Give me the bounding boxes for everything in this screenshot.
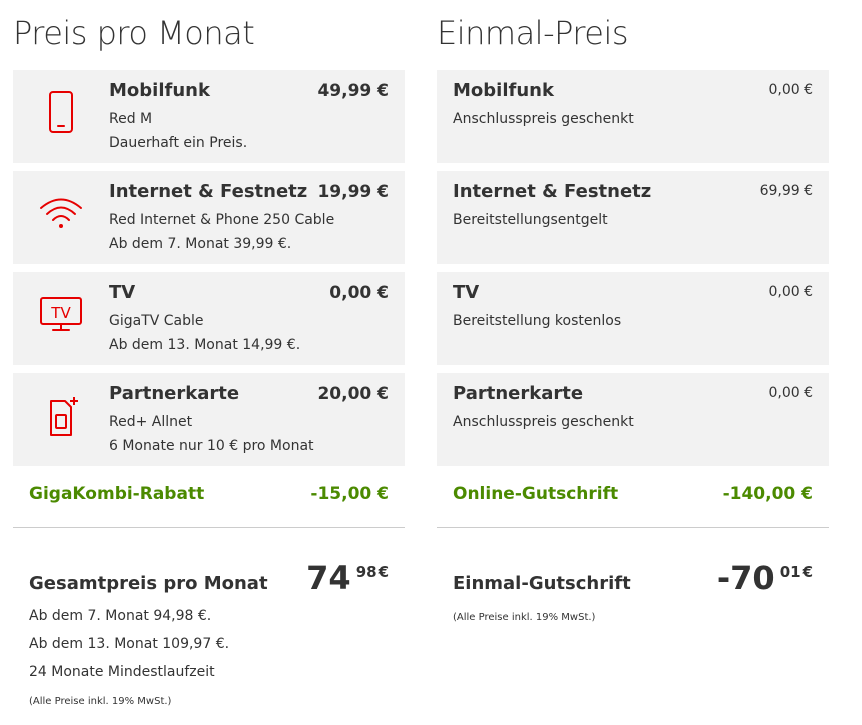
item-price: 0,00 € [768,82,813,98]
onetime-item-mobilfunk: Mobilfunk Anschlusspreis geschenkt 0,00 … [437,70,829,163]
item-note: Ab dem 7. Monat 39,99 €. [109,236,292,252]
onetime-item-tv: TV Bereitstellung kostenlos 0,00 € [437,272,829,365]
discount-label: Online-Gutschrift [453,484,619,504]
item-note: Ab dem 13. Monat 14,99 €. [109,337,301,353]
item-tariff: GigaTV Cable [109,313,204,329]
monthly-item-tv: TV TV GigaTV Cable Ab dem 13. Monat 14,9… [13,272,405,365]
item-tariff: Red Internet & Phone 250 Cable [109,212,335,228]
item-name: Partnerkarte [109,383,240,404]
total-price-cents: 01 [779,563,801,581]
total-price: 74 98 € [306,560,389,596]
item-price: 0,00 € [768,385,813,401]
item-detail: Anschlusspreis geschenkt [453,414,634,430]
onetime-item-internet: Internet & Festnetz Bereitstellungsentge… [437,171,829,264]
tv-icon: TV [37,290,85,338]
item-detail: Bereitstellung kostenlos [453,313,622,329]
monthly-item-internet: Internet & Festnetz Red Internet & Phone… [13,171,405,264]
item-price: 0,00 € [329,283,389,303]
total-label: Einmal-Gutschrift [453,573,631,594]
item-name: Internet & Festnetz [453,181,652,202]
total-price-main: -70 [716,559,775,597]
onetime-price-title: Einmal-Preis [437,14,629,52]
onetime-item-partnerkarte: Partnerkarte Anschlusspreis geschenkt 0,… [437,373,829,466]
item-price: 19,99 € [317,182,389,202]
svg-text:TV: TV [50,304,71,322]
item-detail: Bereitstellungsentgelt [453,212,608,228]
total-note: Ab dem 7. Monat 94,98 €. [29,608,212,624]
discount-value: -15,00 € [310,484,389,504]
item-name: Partnerkarte [453,383,584,404]
monthly-item-mobilfunk: Mobilfunk Red M Dauerhaft ein Preis. 49,… [13,70,405,163]
onetime-discount: Online-Gutschrift -140,00 € [437,484,829,508]
monthly-item-partnerkarte: Partnerkarte Red+ Allnet 6 Monate nur 10… [13,373,405,466]
item-note: 6 Monate nur 10 € pro Monat [109,438,314,454]
item-name: TV [109,282,136,303]
total-price-currency: € [802,563,813,581]
item-tariff: Red M [109,111,153,127]
item-name: Mobilfunk [453,80,554,101]
item-tariff: Red+ Allnet [109,414,193,430]
smartphone-icon [37,88,85,136]
total-note: 24 Monate Mindestlaufzeit [29,664,215,680]
total-price: -70 01 € [717,560,813,596]
item-price: 69,99 € [759,183,813,199]
total-label: Gesamtpreis pro Monat [29,573,268,594]
total-note: Ab dem 13. Monat 109,97 €. [29,636,230,652]
total-price-currency: € [378,563,389,581]
divider [437,527,829,528]
sim-card-plus-icon [37,391,85,439]
discount-value: -140,00 € [722,484,813,504]
total-price-main: 74 [306,559,351,597]
monthly-price-title: Preis pro Monat [13,14,255,52]
monthly-discount: GigaKombi-Rabatt -15,00 € [13,484,405,508]
tax-note: (Alle Preise inkl. 19% MwSt.) [29,696,172,707]
divider [13,527,405,528]
item-price: 49,99 € [317,81,389,101]
discount-label: GigaKombi-Rabatt [29,484,205,504]
item-name: Mobilfunk [109,80,210,101]
item-price: 20,00 € [317,384,389,404]
wifi-icon [37,189,85,237]
item-name: TV [453,282,480,303]
item-price: 0,00 € [768,284,813,300]
tax-note: (Alle Preise inkl. 19% MwSt.) [453,612,596,623]
item-detail: Anschlusspreis geschenkt [453,111,634,127]
total-price-cents: 98 [355,563,377,581]
item-name: Internet & Festnetz [109,181,308,202]
item-note: Dauerhaft ein Preis. [109,135,248,151]
